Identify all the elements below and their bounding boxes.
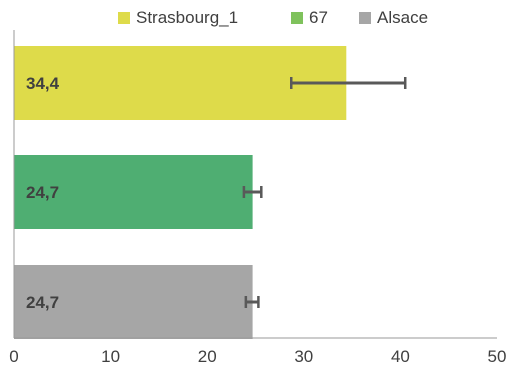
bar-value-label-2: 24,7	[26, 293, 59, 312]
bar-value-label-1: 24,7	[26, 183, 59, 202]
legend-swatch-2	[359, 12, 371, 24]
x-axis: 0 10 20 30 40 50	[9, 30, 506, 366]
x-tick-label-3: 30	[294, 347, 313, 366]
x-tick-label-2: 20	[198, 347, 217, 366]
legend-label-2: Alsace	[377, 8, 428, 27]
error-bar-2	[244, 296, 260, 308]
bars: 34,4 24,7 24,7	[14, 46, 407, 339]
x-tick-label-1: 10	[101, 347, 120, 366]
legend-label-0: Strasbourg_1	[136, 8, 238, 27]
legend: Strasbourg_1 67 Alsace	[118, 8, 428, 27]
error-bar-0	[289, 77, 407, 89]
error-bar-1	[242, 186, 263, 198]
x-tick-label-5: 50	[488, 347, 507, 366]
legend-swatch-1	[291, 12, 303, 24]
x-tick-label-4: 40	[391, 347, 410, 366]
bar-1	[14, 155, 253, 229]
legend-swatch-0	[118, 12, 130, 24]
bar-value-label-0: 34,4	[26, 74, 60, 93]
legend-label-1: 67	[309, 8, 328, 27]
bar-2	[14, 265, 253, 339]
x-tick-label-0: 0	[9, 347, 18, 366]
